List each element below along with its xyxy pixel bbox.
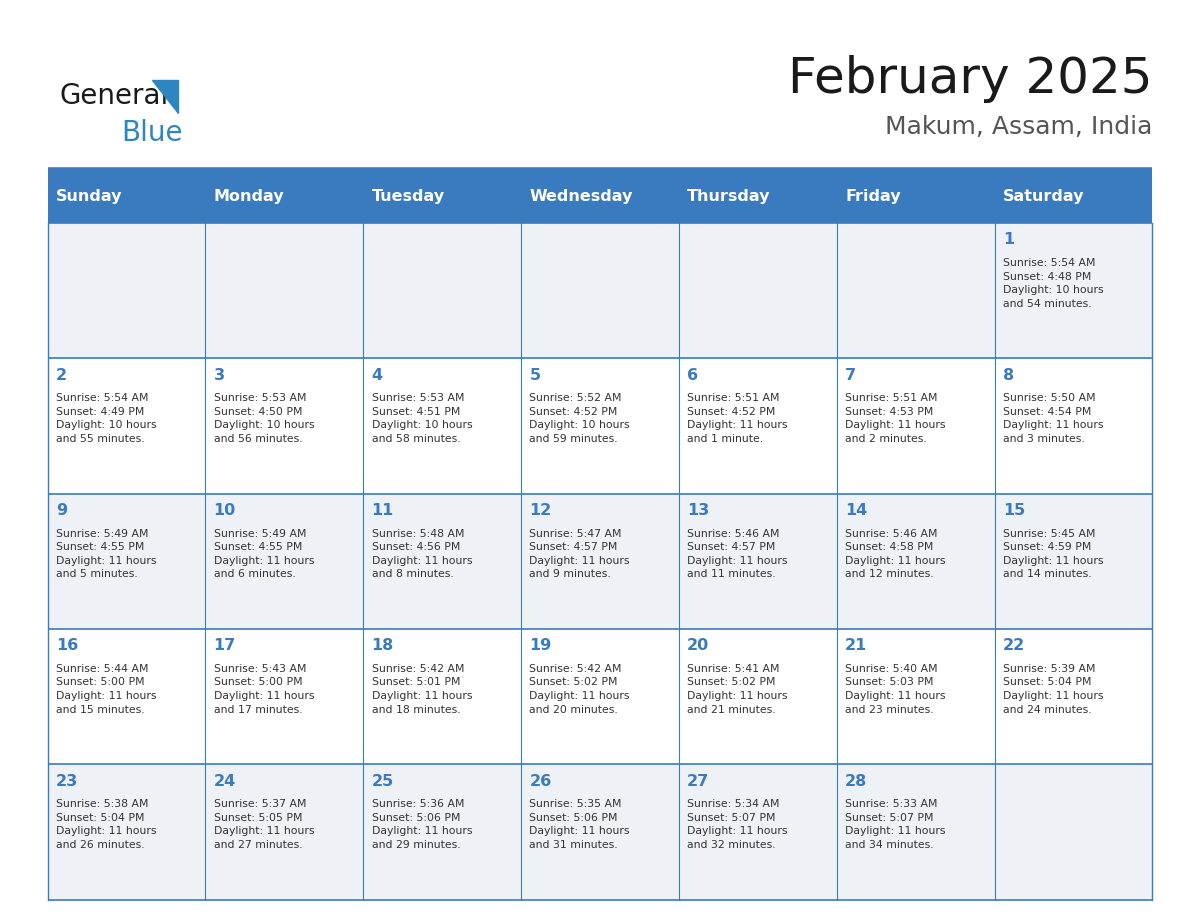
Text: Blue: Blue bbox=[121, 119, 183, 147]
FancyBboxPatch shape bbox=[48, 223, 1152, 358]
Polygon shape bbox=[152, 80, 178, 113]
Text: 22: 22 bbox=[1003, 638, 1025, 654]
Text: Thursday: Thursday bbox=[687, 189, 771, 204]
Text: 28: 28 bbox=[845, 774, 867, 789]
Text: 4: 4 bbox=[372, 367, 383, 383]
Text: 12: 12 bbox=[530, 503, 551, 518]
Text: Makum, Assam, India: Makum, Assam, India bbox=[885, 115, 1152, 139]
Text: Sunrise: 5:43 AM
Sunset: 5:00 PM
Daylight: 11 hours
and 17 minutes.: Sunrise: 5:43 AM Sunset: 5:00 PM Dayligh… bbox=[214, 664, 314, 715]
Text: 3: 3 bbox=[214, 367, 225, 383]
Text: 5: 5 bbox=[530, 367, 541, 383]
Text: Sunrise: 5:38 AM
Sunset: 5:04 PM
Daylight: 11 hours
and 26 minutes.: Sunrise: 5:38 AM Sunset: 5:04 PM Dayligh… bbox=[56, 800, 157, 850]
Text: 26: 26 bbox=[530, 774, 551, 789]
FancyBboxPatch shape bbox=[522, 170, 678, 223]
Text: Sunrise: 5:48 AM
Sunset: 4:56 PM
Daylight: 11 hours
and 8 minutes.: Sunrise: 5:48 AM Sunset: 4:56 PM Dayligh… bbox=[372, 529, 472, 579]
Text: Sunday: Sunday bbox=[56, 189, 122, 204]
FancyBboxPatch shape bbox=[48, 494, 1152, 629]
Text: Sunrise: 5:42 AM
Sunset: 5:02 PM
Daylight: 11 hours
and 20 minutes.: Sunrise: 5:42 AM Sunset: 5:02 PM Dayligh… bbox=[530, 664, 630, 715]
FancyBboxPatch shape bbox=[48, 765, 1152, 900]
Text: 25: 25 bbox=[372, 774, 393, 789]
Text: 7: 7 bbox=[845, 367, 857, 383]
Text: Sunrise: 5:52 AM
Sunset: 4:52 PM
Daylight: 10 hours
and 59 minutes.: Sunrise: 5:52 AM Sunset: 4:52 PM Dayligh… bbox=[530, 393, 630, 444]
Text: Sunrise: 5:53 AM
Sunset: 4:50 PM
Daylight: 10 hours
and 56 minutes.: Sunrise: 5:53 AM Sunset: 4:50 PM Dayligh… bbox=[214, 393, 315, 444]
Text: Sunrise: 5:51 AM
Sunset: 4:52 PM
Daylight: 11 hours
and 1 minute.: Sunrise: 5:51 AM Sunset: 4:52 PM Dayligh… bbox=[687, 393, 788, 444]
Text: 8: 8 bbox=[1003, 367, 1015, 383]
FancyBboxPatch shape bbox=[678, 170, 836, 223]
Text: 11: 11 bbox=[372, 503, 393, 518]
Text: Sunrise: 5:35 AM
Sunset: 5:06 PM
Daylight: 11 hours
and 31 minutes.: Sunrise: 5:35 AM Sunset: 5:06 PM Dayligh… bbox=[530, 800, 630, 850]
Text: 27: 27 bbox=[687, 774, 709, 789]
Text: 15: 15 bbox=[1003, 503, 1025, 518]
Text: 10: 10 bbox=[214, 503, 236, 518]
Text: Sunrise: 5:54 AM
Sunset: 4:49 PM
Daylight: 10 hours
and 55 minutes.: Sunrise: 5:54 AM Sunset: 4:49 PM Dayligh… bbox=[56, 393, 157, 444]
Text: 19: 19 bbox=[530, 638, 551, 654]
FancyBboxPatch shape bbox=[364, 170, 522, 223]
Text: 20: 20 bbox=[687, 638, 709, 654]
Text: 21: 21 bbox=[845, 638, 867, 654]
FancyBboxPatch shape bbox=[994, 170, 1152, 223]
Text: 9: 9 bbox=[56, 503, 67, 518]
Text: Sunrise: 5:44 AM
Sunset: 5:00 PM
Daylight: 11 hours
and 15 minutes.: Sunrise: 5:44 AM Sunset: 5:00 PM Dayligh… bbox=[56, 664, 157, 715]
Text: 2: 2 bbox=[56, 367, 67, 383]
FancyBboxPatch shape bbox=[48, 629, 1152, 765]
Text: Sunrise: 5:49 AM
Sunset: 4:55 PM
Daylight: 11 hours
and 6 minutes.: Sunrise: 5:49 AM Sunset: 4:55 PM Dayligh… bbox=[214, 529, 314, 579]
Text: Sunrise: 5:49 AM
Sunset: 4:55 PM
Daylight: 11 hours
and 5 minutes.: Sunrise: 5:49 AM Sunset: 4:55 PM Dayligh… bbox=[56, 529, 157, 579]
Text: Sunrise: 5:41 AM
Sunset: 5:02 PM
Daylight: 11 hours
and 21 minutes.: Sunrise: 5:41 AM Sunset: 5:02 PM Dayligh… bbox=[687, 664, 788, 715]
Text: 13: 13 bbox=[687, 503, 709, 518]
Text: Sunrise: 5:51 AM
Sunset: 4:53 PM
Daylight: 11 hours
and 2 minutes.: Sunrise: 5:51 AM Sunset: 4:53 PM Dayligh… bbox=[845, 393, 946, 444]
Text: Sunrise: 5:42 AM
Sunset: 5:01 PM
Daylight: 11 hours
and 18 minutes.: Sunrise: 5:42 AM Sunset: 5:01 PM Dayligh… bbox=[372, 664, 472, 715]
Text: 1: 1 bbox=[1003, 232, 1015, 247]
FancyBboxPatch shape bbox=[48, 170, 206, 223]
Text: Sunrise: 5:53 AM
Sunset: 4:51 PM
Daylight: 10 hours
and 58 minutes.: Sunrise: 5:53 AM Sunset: 4:51 PM Dayligh… bbox=[372, 393, 472, 444]
Text: 17: 17 bbox=[214, 638, 236, 654]
Text: 23: 23 bbox=[56, 774, 78, 789]
Text: Sunrise: 5:46 AM
Sunset: 4:57 PM
Daylight: 11 hours
and 11 minutes.: Sunrise: 5:46 AM Sunset: 4:57 PM Dayligh… bbox=[687, 529, 788, 579]
Text: 18: 18 bbox=[372, 638, 393, 654]
Text: Saturday: Saturday bbox=[1003, 189, 1085, 204]
FancyBboxPatch shape bbox=[206, 170, 364, 223]
Text: Sunrise: 5:33 AM
Sunset: 5:07 PM
Daylight: 11 hours
and 34 minutes.: Sunrise: 5:33 AM Sunset: 5:07 PM Dayligh… bbox=[845, 800, 946, 850]
Text: 24: 24 bbox=[214, 774, 236, 789]
Text: 14: 14 bbox=[845, 503, 867, 518]
Text: 6: 6 bbox=[687, 367, 699, 383]
Text: Sunrise: 5:39 AM
Sunset: 5:04 PM
Daylight: 11 hours
and 24 minutes.: Sunrise: 5:39 AM Sunset: 5:04 PM Dayligh… bbox=[1003, 664, 1104, 715]
Text: 16: 16 bbox=[56, 638, 78, 654]
Text: Wednesday: Wednesday bbox=[530, 189, 633, 204]
Text: February 2025: February 2025 bbox=[788, 55, 1152, 103]
Text: Sunrise: 5:46 AM
Sunset: 4:58 PM
Daylight: 11 hours
and 12 minutes.: Sunrise: 5:46 AM Sunset: 4:58 PM Dayligh… bbox=[845, 529, 946, 579]
Text: Sunrise: 5:54 AM
Sunset: 4:48 PM
Daylight: 10 hours
and 54 minutes.: Sunrise: 5:54 AM Sunset: 4:48 PM Dayligh… bbox=[1003, 258, 1104, 308]
Text: Sunrise: 5:34 AM
Sunset: 5:07 PM
Daylight: 11 hours
and 32 minutes.: Sunrise: 5:34 AM Sunset: 5:07 PM Dayligh… bbox=[687, 800, 788, 850]
Text: Tuesday: Tuesday bbox=[372, 189, 444, 204]
Text: Monday: Monday bbox=[214, 189, 284, 204]
Text: Sunrise: 5:50 AM
Sunset: 4:54 PM
Daylight: 11 hours
and 3 minutes.: Sunrise: 5:50 AM Sunset: 4:54 PM Dayligh… bbox=[1003, 393, 1104, 444]
Text: Sunrise: 5:40 AM
Sunset: 5:03 PM
Daylight: 11 hours
and 23 minutes.: Sunrise: 5:40 AM Sunset: 5:03 PM Dayligh… bbox=[845, 664, 946, 715]
FancyBboxPatch shape bbox=[836, 170, 994, 223]
Text: General: General bbox=[59, 83, 169, 110]
FancyBboxPatch shape bbox=[48, 358, 1152, 494]
Text: Sunrise: 5:47 AM
Sunset: 4:57 PM
Daylight: 11 hours
and 9 minutes.: Sunrise: 5:47 AM Sunset: 4:57 PM Dayligh… bbox=[530, 529, 630, 579]
Text: Friday: Friday bbox=[845, 189, 901, 204]
Text: Sunrise: 5:36 AM
Sunset: 5:06 PM
Daylight: 11 hours
and 29 minutes.: Sunrise: 5:36 AM Sunset: 5:06 PM Dayligh… bbox=[372, 800, 472, 850]
Text: Sunrise: 5:45 AM
Sunset: 4:59 PM
Daylight: 11 hours
and 14 minutes.: Sunrise: 5:45 AM Sunset: 4:59 PM Dayligh… bbox=[1003, 529, 1104, 579]
Text: Sunrise: 5:37 AM
Sunset: 5:05 PM
Daylight: 11 hours
and 27 minutes.: Sunrise: 5:37 AM Sunset: 5:05 PM Dayligh… bbox=[214, 800, 314, 850]
